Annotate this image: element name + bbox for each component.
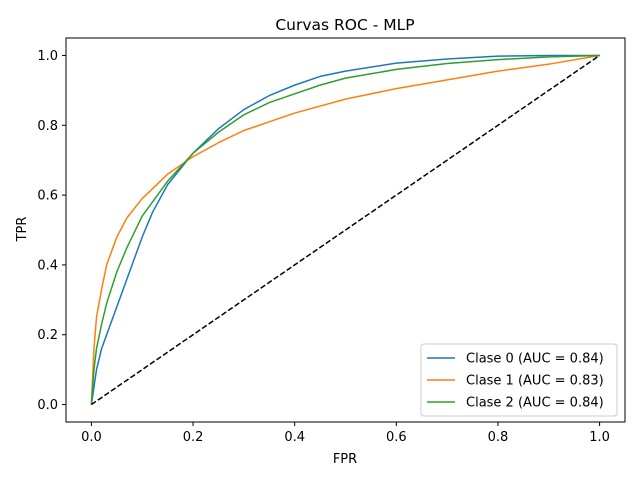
chart-title: Curvas ROC - MLP — [275, 16, 414, 34]
plot-area — [90, 54, 601, 406]
axes: 0.0 0.2 0.4 0.6 0.8 1.0 0.0 0.2 0.4 0.6 0.8 1.0 — [37, 37, 626, 445]
legend-box — [420, 343, 618, 417]
legend: Clase 0 (AUC = 0.84) Clase 1 (AUC = 0.83)… — [420, 343, 618, 417]
x-tick-label-4: 0.8 — [488, 430, 509, 445]
plot-frame — [65, 37, 626, 423]
x-tick-label-1: 0.2 — [183, 430, 204, 445]
legend-entry-2: Clase 2 (AUC = 0.84) — [466, 396, 604, 411]
y-tick-label-1: 0.2 — [37, 328, 58, 343]
chance-diagonal-line — [90, 54, 601, 406]
y-tick-label-0: 0.0 — [37, 398, 58, 413]
x-tick-label-5: 1.0 — [589, 430, 610, 445]
series-line-0 — [90, 54, 600, 405]
series-line-2 — [90, 54, 600, 405]
x-axis-label: FPR — [333, 452, 357, 467]
y-axis-label: TPR — [15, 217, 30, 243]
y-tick-label-5: 1.0 — [37, 49, 58, 64]
legend-entry-0: Clase 0 (AUC = 0.84) — [466, 352, 604, 367]
series-line-1 — [90, 54, 600, 405]
y-tick-label-3: 0.6 — [37, 189, 58, 204]
x-tick-label-2: 0.4 — [284, 430, 305, 445]
y-tick-label-4: 0.8 — [37, 119, 58, 134]
legend-entry-1: Clase 1 (AUC = 0.83) — [466, 374, 604, 389]
y-tick-label-2: 0.4 — [37, 258, 58, 273]
x-tick-label-3: 0.6 — [386, 430, 407, 445]
x-tick-label-0: 0.0 — [81, 430, 102, 445]
